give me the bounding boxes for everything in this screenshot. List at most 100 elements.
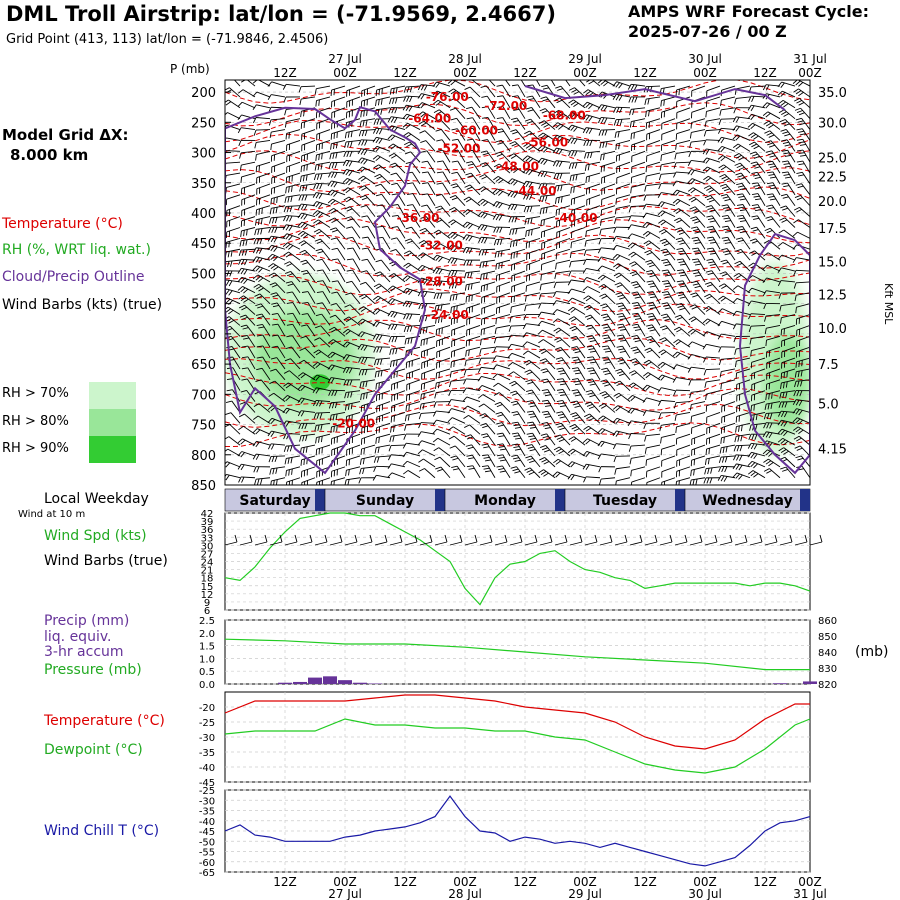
wind-barb-staff: [664, 337, 676, 348]
wind-barb-flag: [618, 143, 620, 150]
wind-barb-staff: [227, 448, 241, 457]
wind-barb-flag: [274, 227, 278, 233]
wind-barb-flag: [675, 237, 682, 240]
wind-barb-staff: [496, 270, 511, 276]
wind-barb-flag: [450, 233, 456, 238]
wind-barb: [555, 194, 571, 204]
wind-barb-flag: [405, 161, 412, 164]
wind-barb: [554, 337, 571, 348]
wind-barb: [301, 301, 316, 315]
wind-barb: [555, 422, 571, 435]
wind-barb: [421, 182, 436, 196]
wind-barb-flag: [586, 306, 592, 311]
wind-barb-flag: [601, 367, 608, 371]
wind-barb: [705, 107, 721, 118]
wind-barb-staff: [632, 394, 646, 402]
wind-barb-flag: [702, 148, 707, 155]
wind-barb: [298, 359, 316, 370]
wind-barb-staff: [675, 389, 691, 392]
wind-barb-staff: [481, 314, 496, 320]
wind-barb-staff: [242, 286, 256, 294]
wind-barb: [420, 379, 436, 391]
wind-barb: [449, 107, 466, 119]
wind-barb-staff: [513, 371, 526, 381]
wind-barb: [612, 430, 631, 437]
wind-barb: [586, 378, 601, 391]
wind-barb-staff: [676, 140, 691, 145]
wind-barb: [571, 389, 586, 402]
wind-barb: [313, 400, 331, 407]
wind-barb: [645, 118, 661, 129]
wind-barb: [553, 327, 571, 337]
wind-barb-flag: [228, 241, 230, 248]
wind-barb-flag: [644, 347, 651, 351]
wind-barb-flag: [552, 147, 557, 154]
wind-barb-staff: [485, 423, 496, 435]
wind-barb-flag: [664, 253, 671, 256]
wind-barb: [267, 81, 286, 87]
wind-barb: [585, 172, 601, 183]
wind-barb-flag: [499, 459, 507, 462]
wind-barb: [271, 334, 286, 348]
wind-barb: [432, 242, 451, 250]
wind-barb-flag: [558, 391, 565, 394]
wind-barb-staff: [496, 324, 511, 329]
wind-barb-staff: [455, 107, 466, 119]
wind-barb-staff: [481, 259, 496, 263]
wind-barb-flag: [585, 427, 592, 432]
wind-barb-flag: [285, 470, 287, 477]
wind-barb-flag: [647, 326, 654, 330]
wind-barb-staff: [225, 433, 226, 435]
wind-barb-flag: [285, 187, 287, 194]
wind-barb-flag: [282, 84, 287, 90]
wind-barb-staff: [292, 313, 301, 326]
wind-barb-flag: [361, 139, 365, 146]
wind-barb-staff: [667, 269, 676, 283]
wind-barb: [239, 401, 256, 413]
wind-barb-staff: [631, 161, 646, 168]
wind-barb-flag: [527, 109, 534, 112]
wind-barb-flag: [570, 474, 575, 481]
wind-barb: [702, 148, 721, 155]
wind-barb-staff: [391, 412, 406, 417]
wind-barb-staff: [604, 293, 616, 304]
wind-barb-staff: [258, 283, 271, 294]
wind-barb-staff: [511, 292, 526, 298]
wind-barb-staff: [466, 314, 481, 320]
wind-barb: [600, 313, 616, 326]
wind-barb-flag: [285, 253, 292, 258]
wind-barb: [600, 216, 616, 226]
wind-barb-flag: [599, 229, 602, 236]
wind-barb-staff: [606, 367, 616, 381]
wind-barb-staff: [442, 171, 451, 185]
wind-barb-staff: [346, 401, 361, 406]
wind-barb-flag: [375, 183, 382, 187]
wind-barb: [571, 367, 586, 381]
wind-barb-flag: [285, 408, 290, 414]
wind-barb-staff: [352, 237, 361, 250]
wind-barb: [675, 129, 691, 140]
wind-barb: [674, 217, 691, 228]
wind-barb: [613, 106, 631, 114]
wind-barb-staff: [481, 281, 496, 287]
wind-barb-flag: [539, 358, 546, 362]
wind-barb-flag: [331, 219, 338, 224]
wind-barb-staff: [225, 368, 226, 369]
wind-barb: [525, 379, 541, 391]
wind-barb-flag: [632, 312, 639, 315]
wind-barb-staff: [527, 155, 541, 163]
wind-barb: [462, 405, 481, 413]
wind-barb-staff: [362, 318, 376, 326]
legend-rh: RH (%, WRT liq. wat.): [2, 242, 151, 258]
wind-barb-flag: [585, 115, 590, 121]
wind-barb-flag: [253, 283, 260, 288]
wind-barb-flag: [492, 364, 497, 370]
wind-barb-flag: [495, 177, 502, 182]
wind-barb-flag: [345, 216, 352, 219]
wind-barb: [616, 323, 631, 337]
wind-barb: [600, 150, 616, 161]
wind-barb-flag: [585, 452, 590, 458]
wind-barb: [421, 346, 436, 358]
wind-barb-flag: [346, 269, 353, 272]
wind-barb-staff: [526, 216, 541, 220]
